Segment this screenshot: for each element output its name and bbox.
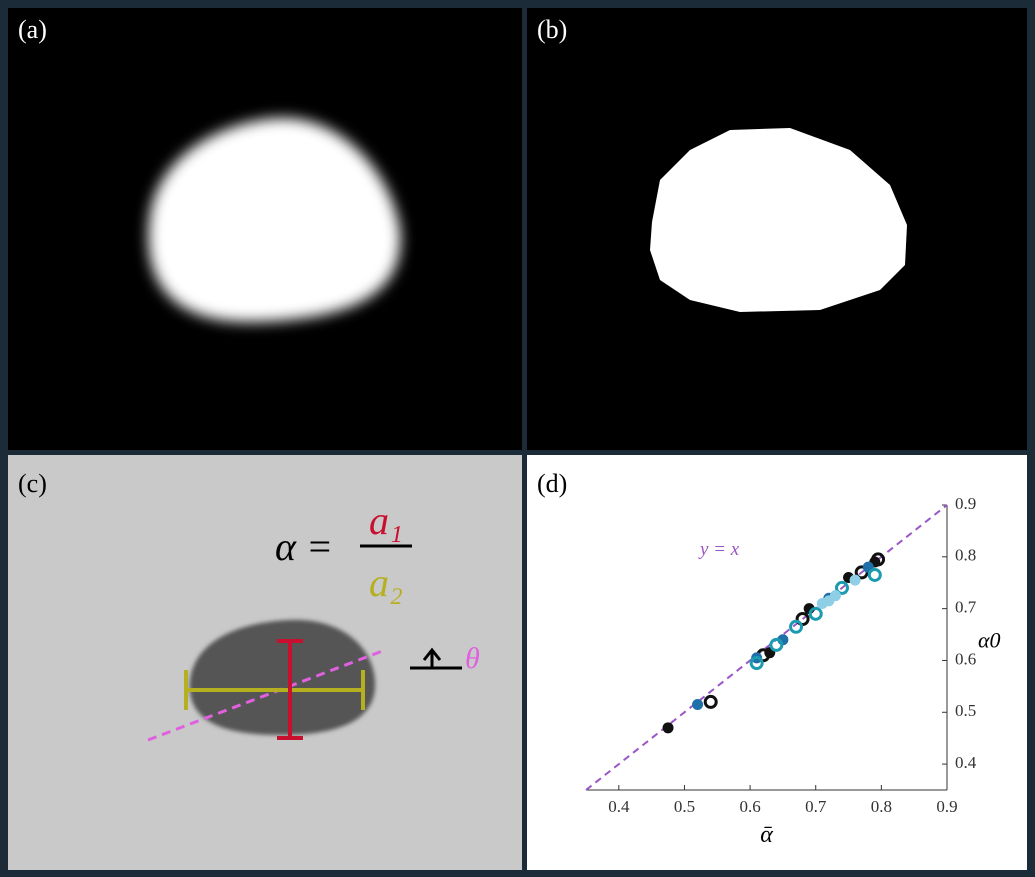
angle-label: θ: [465, 642, 480, 675]
formula-denominator: a₂: [369, 560, 403, 605]
x-tick-label: 0.7: [805, 797, 827, 816]
x-tick-label: 0.8: [871, 797, 892, 816]
point: [850, 575, 860, 585]
figure: (a) (b) θ α = a₁ a₂ (c) (d) 0.4 0.5 0.6 0.7…: [0, 0, 1035, 877]
x-tick-label: 0.5: [674, 797, 695, 816]
y-tick-label: 0.8: [955, 546, 976, 565]
x-tick-label: 0.6: [739, 797, 760, 816]
point: [830, 591, 840, 601]
panel-label: (b): [537, 15, 567, 44]
y-tick-label: 0.5: [955, 701, 976, 720]
x-tick-label: 0.9: [936, 797, 957, 816]
y-tick-label: 0.6: [955, 649, 976, 668]
point: [663, 723, 673, 733]
reference-label: y = x: [698, 539, 740, 560]
y-tick-label: 0.9: [955, 494, 976, 513]
panel-label: (d): [537, 469, 567, 498]
y-tick-label: 0.4: [955, 753, 977, 772]
y-tick-label: 0.7: [955, 598, 977, 617]
x-tick-label: 0.4: [608, 797, 630, 816]
formula-numerator: a₁: [369, 498, 403, 543]
formula-lhs: α =: [275, 524, 333, 569]
point: [693, 700, 703, 710]
panel-label: (c): [18, 469, 47, 498]
panel-label: (a): [18, 15, 47, 44]
x-axis-label: ᾱ: [760, 822, 773, 848]
y-axis-label: α0: [978, 628, 1001, 653]
